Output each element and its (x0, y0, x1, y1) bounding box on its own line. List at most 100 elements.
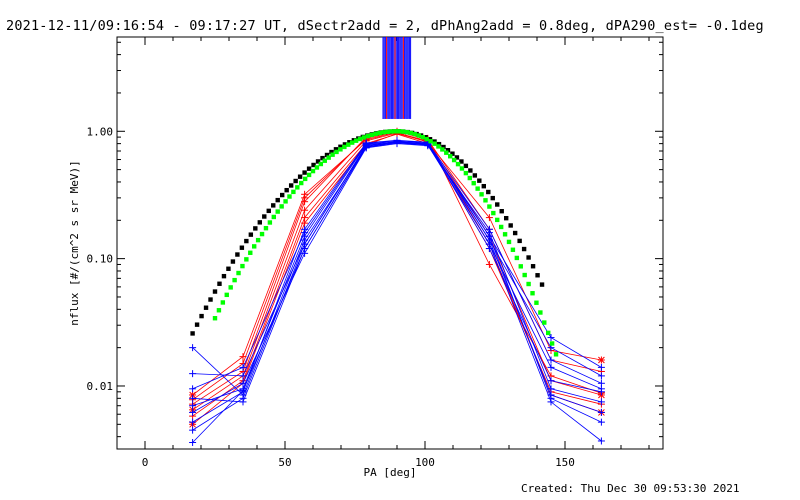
fit-point-green (491, 210, 496, 216)
data-point (547, 363, 555, 371)
x-tick-label: 50 (278, 456, 291, 469)
data-point (597, 388, 605, 396)
fit-point-black (329, 149, 334, 155)
fit-point-green (322, 158, 327, 163)
fit-point-black (239, 245, 245, 250)
fit-point-black (454, 155, 460, 160)
fit-point-green (373, 131, 378, 137)
data-point (239, 394, 247, 402)
fit-point-green (549, 341, 555, 346)
fit-point-green (487, 204, 492, 209)
fit-point-green (248, 250, 253, 255)
fit-point-green (498, 224, 504, 230)
fit-point-green (232, 277, 237, 283)
data-point (239, 363, 247, 371)
fit-point-green (400, 129, 406, 134)
data-point (485, 260, 493, 268)
fit-point-black (495, 202, 500, 207)
fit-point-black (347, 140, 352, 145)
series-line-red (192, 133, 602, 425)
fit-point-black (288, 183, 294, 188)
fit-point-green (299, 180, 304, 186)
axis-ticks: 0 50 100 150 0.01 0.10 1.00 (87, 37, 663, 469)
fit-point-green (424, 136, 429, 142)
fit-point-green (538, 310, 543, 315)
fit-point-green (326, 155, 331, 160)
fit-point-green (291, 189, 296, 195)
fit-point-green (314, 165, 320, 170)
data-point (301, 245, 309, 253)
fit-point-black (248, 232, 254, 237)
fit-point-green (267, 220, 273, 225)
fit-point-green (255, 237, 261, 243)
fit-point-green (479, 192, 484, 197)
data-point (301, 194, 309, 202)
fit-point-black (284, 187, 289, 193)
data-point (239, 379, 247, 387)
x-axis-label: PA [deg] (364, 466, 417, 479)
fit-point-black (490, 195, 495, 201)
fit-point-green (283, 199, 288, 204)
fit-point-black (226, 266, 231, 271)
fit-point-green (506, 239, 512, 245)
data-point (547, 356, 555, 364)
data-point (189, 402, 197, 410)
fit-point-green (330, 152, 335, 157)
fit-point-black (504, 215, 509, 221)
data-point (597, 372, 605, 380)
series-line-blue (192, 142, 602, 443)
fit-point-green (287, 194, 292, 199)
data-point (393, 139, 401, 147)
data-point (189, 385, 197, 393)
fit-point-black (302, 170, 307, 175)
fit-point-black (338, 144, 343, 149)
fit-point-green (275, 209, 280, 214)
fit-point-black (342, 142, 348, 147)
fit-point-green (522, 272, 527, 278)
fit-curves (190, 129, 559, 357)
data-point (547, 377, 555, 385)
fit-point-green (224, 292, 229, 298)
fit-point-black (351, 138, 357, 143)
data-point (485, 232, 493, 240)
data-point (597, 356, 605, 364)
fit-point-green (495, 217, 500, 223)
fit-point-green (542, 320, 547, 325)
x-tick-label: 100 (415, 456, 435, 469)
data-point (301, 206, 309, 214)
fit-point-black (539, 282, 545, 287)
fit-point-green (518, 264, 523, 269)
fit-point-green (302, 176, 308, 182)
fit-point-green (428, 139, 433, 144)
fit-point-black (445, 148, 451, 153)
fit-point-black (477, 178, 482, 183)
fit-point-black (499, 209, 504, 214)
fit-point-green (404, 129, 410, 135)
fit-point-green (432, 141, 437, 146)
fit-point-green (502, 232, 508, 237)
fit-point-green (526, 281, 531, 287)
fit-point-green (436, 144, 441, 149)
data-point (597, 418, 605, 426)
fit-point-green (369, 132, 374, 138)
fit-point-green (530, 291, 535, 296)
fit-point-green (346, 142, 351, 147)
fit-point-black (306, 166, 312, 171)
fit-point-black (333, 147, 339, 152)
fit-point-black (441, 144, 446, 150)
fit-point-green (471, 180, 476, 186)
fit-point-black (517, 238, 522, 244)
data-point (597, 437, 605, 445)
fit-point-green (459, 166, 465, 171)
fit-point-black (203, 305, 209, 310)
fit-point-green (546, 330, 551, 336)
data-point (485, 214, 493, 222)
fit-point-green (553, 352, 559, 357)
fit-point-black (450, 151, 455, 156)
fit-point-black (535, 273, 540, 278)
fit-point-green (306, 172, 312, 178)
fit-point-black (212, 289, 218, 294)
data-point (485, 240, 493, 248)
fit-point-green (510, 247, 516, 252)
